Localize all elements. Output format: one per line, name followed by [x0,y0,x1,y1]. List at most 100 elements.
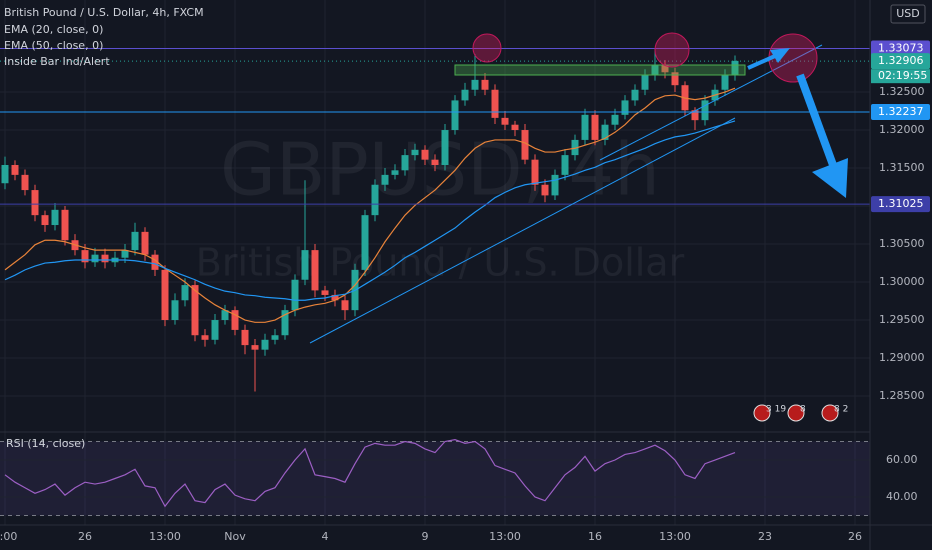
watermark: GBPUSD, 4h [220,128,660,212]
candle-body [341,300,349,311]
candle-body [401,155,409,171]
annotations [309,32,848,344]
candle-body [81,250,89,263]
candle-body [601,124,609,140]
candle-body [211,320,219,340]
candle-body [201,335,209,340]
candle-body [421,149,429,160]
currency-button[interactable] [890,4,926,24]
zone [454,64,746,76]
candle-body [181,285,189,301]
candle-body [571,139,579,156]
highlight-circle [472,33,502,63]
x-tick-label: 26 [78,530,92,543]
candle-body [101,254,109,263]
x-tick-label: 16 [588,530,602,543]
currency[interactable]: USD [896,7,920,20]
countdown: 02:19:55 [878,69,927,82]
candle-body [411,149,419,156]
candle-body [631,89,639,101]
ema-line [4,87,736,323]
candle-body [241,329,249,346]
y-tick-label: 1.30000 [879,275,925,288]
candle-body [161,269,169,321]
candle-body [371,184,379,216]
candle-body [221,310,229,321]
candle-body [51,209,59,226]
price-label: 1.32237 [878,105,924,118]
candle-body [301,250,309,280]
legend-entry: EMA (50, close, 0) [4,39,103,52]
candle-body [271,335,279,340]
legend-entry: EMA (20, close, 0) [4,23,103,36]
candle-body [191,285,199,336]
event-icon [821,404,839,422]
x-tick-label: 2:00 [0,530,17,543]
y-tick-label: 60.00 [886,453,918,466]
arrow-head [812,158,848,198]
candle-body [331,294,339,301]
event-label: 8 [800,405,806,415]
countdown-box [871,69,930,84]
candle-body [561,155,569,175]
y-tick-label: 1.28500 [879,389,925,402]
candle-body [641,75,649,90]
price-label-box [871,40,930,57]
candle-body [281,310,289,336]
candle-body [521,130,529,160]
y-tick-label: 1.31500 [879,161,925,174]
event-label: 8 2 [834,405,848,415]
candle-body [531,159,539,185]
candle-body [721,75,729,90]
candle-body [471,79,479,90]
candle-body [291,279,299,311]
x-tick-label: 13:00 [489,530,521,543]
candle-body [231,310,239,330]
x-tick-label: Nov [224,530,246,543]
price-label: 1.32906 [878,54,924,67]
arrow [747,54,776,70]
candle-body [361,215,369,270]
trend-line [309,117,736,344]
price-label-box [871,104,930,121]
candle-body [661,64,669,73]
chart-title: British Pound / U.S. Dollar, 4h, FXCM [4,6,204,19]
trend-line [599,44,823,161]
price-label-box [871,196,930,213]
event-icon [753,404,771,422]
candle-body [41,215,49,226]
candle-body [311,250,319,291]
candle-body [61,209,69,241]
event-icon [787,404,805,422]
arrow [796,73,837,167]
candle-body [91,254,99,263]
candle-body [251,345,259,350]
candle-body [461,89,469,101]
candle-body [21,174,29,191]
candle-body [621,100,629,115]
candle-body [491,89,499,118]
candle-body [541,184,549,196]
x-tick-label: 4 [322,530,329,543]
candle-body [121,250,129,258]
candle-body [551,174,559,196]
candle-body [501,117,509,125]
candle-body [131,231,139,251]
pane-title: RSI (14, close) [6,437,85,450]
y-tick-label: 1.32000 [879,123,925,136]
candle-body [1,164,9,184]
x-tick-label: 13:00 [659,530,691,543]
candle-body [11,164,19,175]
candle-body [511,124,519,131]
candle-body [481,79,489,90]
candle-body [261,339,269,350]
y-tick-label: 40.00 [886,490,918,503]
x-tick-label: 9 [422,530,429,543]
candle-body [451,100,459,131]
y-tick-label: 1.29000 [879,351,925,364]
candle-body [431,159,439,165]
rsi-band [0,441,870,516]
candle-body [391,170,399,175]
candle-body [321,290,329,295]
